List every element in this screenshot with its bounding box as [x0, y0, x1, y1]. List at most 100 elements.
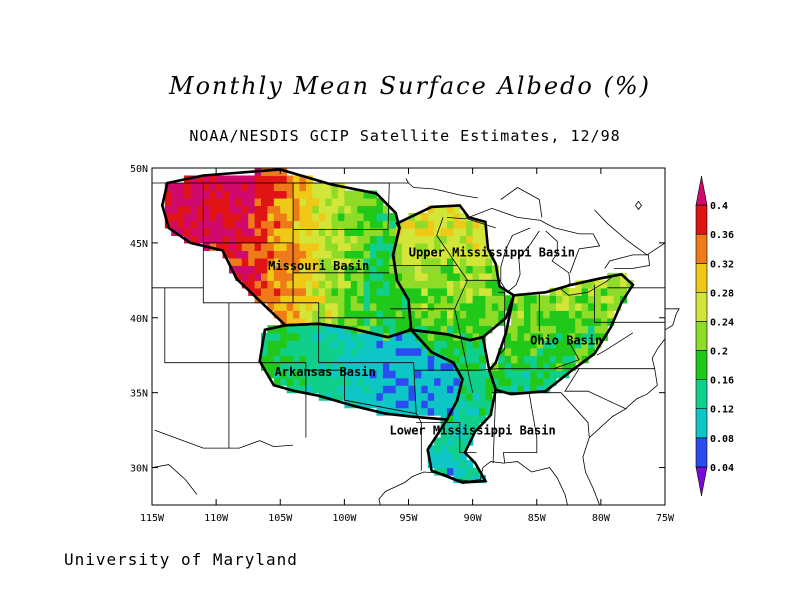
boundary-line — [164, 287, 229, 364]
albedo-cell — [434, 205, 442, 214]
albedo-cell — [479, 235, 487, 244]
albedo-cell — [363, 355, 371, 364]
albedo-cell — [581, 340, 589, 349]
albedo-cell — [402, 392, 410, 401]
albedo-cell — [408, 220, 416, 229]
albedo-cell — [177, 205, 185, 214]
albedo-cell — [344, 212, 352, 222]
albedo-cell — [209, 205, 217, 214]
albedo-cell — [177, 227, 185, 236]
albedo-cell — [312, 227, 320, 236]
albedo-cell — [440, 235, 448, 244]
albedo-cell — [568, 317, 576, 326]
albedo-cell — [286, 182, 294, 192]
albedo-cell — [549, 317, 557, 326]
albedo-cell — [273, 182, 281, 192]
albedo-cell — [434, 220, 442, 229]
albedo-cell — [370, 250, 378, 259]
albedo-cell — [472, 280, 480, 289]
boundary-line — [154, 429, 260, 449]
boundary-line — [416, 422, 477, 454]
albedo-cell — [568, 340, 576, 349]
albedo-cell — [446, 385, 454, 394]
albedo-cell — [517, 332, 525, 341]
albedo-cell — [267, 212, 275, 222]
albedo-cell — [523, 325, 531, 334]
albedo-cell — [485, 325, 493, 334]
albedo-cell — [344, 317, 352, 326]
albedo-cell — [472, 422, 480, 431]
albedo-cell — [453, 265, 461, 274]
albedo-cell — [453, 302, 461, 311]
albedo-cell — [363, 370, 371, 379]
albedo-cell — [472, 310, 480, 319]
albedo-cell — [273, 325, 281, 334]
albedo-cell — [440, 400, 448, 409]
albedo-cell — [267, 182, 275, 192]
albedo-cell — [286, 280, 294, 289]
albedo-cell — [254, 257, 262, 266]
albedo-cell — [446, 280, 454, 289]
albedo-cell — [523, 317, 531, 326]
albedo-cell — [446, 272, 454, 281]
albedo-cell — [446, 355, 454, 364]
albedo-cell — [395, 407, 403, 416]
albedo-cell — [261, 257, 269, 266]
albedo-cell — [228, 182, 236, 192]
albedo-cell — [440, 460, 448, 469]
albedo-cell — [395, 242, 403, 251]
albedo-cell — [331, 325, 339, 334]
albedo-cell — [459, 325, 467, 334]
albedo-cell — [305, 235, 313, 244]
albedo-cell — [459, 422, 467, 431]
albedo-cell — [504, 362, 512, 371]
albedo-cell — [261, 295, 269, 304]
albedo-cell — [261, 182, 269, 192]
albedo-cell — [479, 362, 487, 371]
albedo-cell — [325, 370, 333, 379]
albedo-cell — [312, 242, 320, 251]
albedo-cell — [267, 235, 275, 244]
albedo-cell — [273, 168, 281, 177]
albedo-cell — [402, 280, 410, 289]
albedo-cell — [472, 385, 480, 394]
albedo-cell — [555, 295, 563, 304]
albedo-cell — [434, 265, 442, 274]
albedo-cell — [370, 295, 378, 304]
albedo-cell — [196, 235, 204, 244]
albedo-cell — [434, 235, 442, 244]
albedo-cell — [511, 347, 519, 356]
albedo-cell — [350, 220, 358, 229]
albedo-cell — [331, 265, 339, 274]
albedo-cell — [543, 317, 551, 326]
albedo-cell — [594, 295, 602, 304]
albedo-cell — [254, 265, 262, 274]
albedo-cell — [286, 377, 294, 386]
albedo-cell — [421, 295, 429, 304]
albedo-cell — [382, 250, 390, 259]
albedo-cell — [222, 175, 230, 184]
albedo-cell — [331, 212, 339, 222]
albedo-cell — [402, 287, 410, 296]
albedo-cell — [446, 310, 454, 319]
albedo-cell — [305, 280, 313, 289]
albedo-cell — [446, 467, 454, 476]
albedo-cell — [312, 265, 320, 274]
albedo-cell — [408, 235, 416, 244]
albedo-cell — [600, 310, 608, 319]
albedo-cell — [318, 362, 326, 371]
albedo-cell — [216, 190, 224, 199]
albedo-cell — [241, 242, 249, 251]
albedo-cell — [305, 242, 313, 251]
albedo-cell — [299, 362, 307, 371]
albedo-cell — [389, 325, 397, 334]
albedo-cell — [453, 280, 461, 289]
albedo-cell — [261, 265, 269, 274]
albedo-cell — [594, 302, 602, 311]
albedo-cell — [434, 370, 442, 379]
albedo-cell — [318, 272, 326, 281]
albedo-cell — [267, 257, 275, 266]
albedo-cell — [453, 340, 461, 349]
albedo-cell — [363, 190, 371, 199]
boundary-line — [436, 217, 473, 393]
